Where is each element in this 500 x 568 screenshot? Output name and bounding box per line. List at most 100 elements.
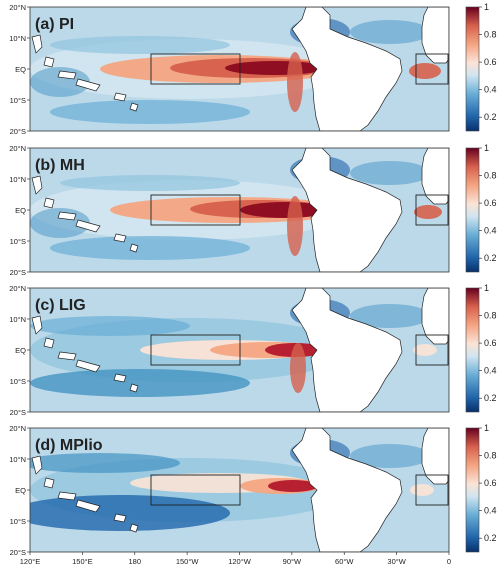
sst-contour-8 bbox=[414, 205, 442, 219]
colorbar bbox=[465, 427, 480, 553]
lat-tick-label: 20°S bbox=[10, 548, 26, 557]
colorbar bbox=[465, 287, 480, 413]
colorbar-tick-label: 0.4 bbox=[484, 506, 497, 516]
land-island-5 bbox=[113, 233, 127, 243]
panel-title: (d) MPlio bbox=[35, 437, 103, 454]
land-mask bbox=[31, 428, 449, 552]
sst-contour-3 bbox=[30, 316, 190, 336]
land-island-3 bbox=[57, 70, 77, 80]
colorbar-tick-label: 0.8 bbox=[484, 311, 497, 321]
sst-contour-7 bbox=[290, 343, 306, 393]
land-africa bbox=[421, 428, 449, 485]
sst-contour-6 bbox=[268, 480, 318, 492]
lat-tick-label: EQ bbox=[15, 206, 26, 215]
nino-box bbox=[150, 53, 241, 85]
sst-contour-7 bbox=[287, 52, 303, 112]
land-island-3 bbox=[57, 491, 77, 501]
land-island-2 bbox=[43, 56, 55, 68]
sst-contour-9 bbox=[350, 444, 430, 468]
lon-tick-label: 120°E bbox=[20, 557, 41, 566]
land-south-america bbox=[291, 288, 403, 412]
colorbar-tick-label: 0.6 bbox=[484, 478, 497, 488]
sst-contour-2 bbox=[30, 369, 250, 397]
colorbar bbox=[465, 6, 480, 132]
land-africa bbox=[421, 288, 449, 345]
sst-field bbox=[30, 7, 449, 131]
land-island-3 bbox=[57, 211, 77, 221]
colorbar-tick-label: 0.6 bbox=[484, 198, 497, 208]
land-island-4 bbox=[75, 219, 101, 233]
map-panel-1: 20°N 10°N EQ 10°S 20°S (a) PI 0.2 0.4 0.6 0.8 1 bbox=[9, 2, 496, 136]
sst-contour-3 bbox=[60, 175, 240, 191]
colorbar-tick-label: 0.4 bbox=[484, 226, 497, 236]
colorbar-tick-label: 0.8 bbox=[484, 30, 497, 40]
land-mask bbox=[31, 288, 449, 412]
colorbar-tick-label: 0.2 bbox=[484, 253, 497, 263]
land-south-america bbox=[291, 7, 403, 131]
land-island-5 bbox=[113, 92, 127, 102]
land-island-1 bbox=[31, 175, 43, 195]
land-island-1 bbox=[31, 315, 43, 335]
land-island-2 bbox=[43, 197, 55, 209]
panel-title: (c) LIG bbox=[35, 297, 86, 314]
colorbar-tick-label: 0.2 bbox=[484, 112, 497, 122]
sst-contour-2 bbox=[50, 100, 250, 124]
colorbar-tick-label: 1 bbox=[484, 143, 489, 153]
land-africa bbox=[421, 7, 449, 64]
sst-contour-6 bbox=[240, 202, 330, 218]
nino-box bbox=[150, 194, 241, 226]
lon-tick-label: 90°W bbox=[283, 557, 302, 566]
colorbar-tick-label: 0.2 bbox=[484, 533, 497, 543]
colorbar-tick-label: 1 bbox=[484, 283, 489, 293]
colorbar-tick-label: 0.2 bbox=[484, 393, 497, 403]
lat-tick-label: 10°S bbox=[10, 517, 26, 526]
lon-tick-label: 150°E bbox=[72, 557, 93, 566]
sst-contour-10 bbox=[350, 20, 430, 44]
atlantic-box bbox=[415, 334, 449, 366]
lat-tick-label: 20°N bbox=[9, 424, 26, 433]
panel-title: (b) MH bbox=[35, 157, 85, 174]
map-panel-3: 20°N 10°N EQ 10°S 20°S (c) LIG 0.2 0.4 0.6 0.8 1 bbox=[9, 283, 496, 417]
lat-tick-label: EQ bbox=[15, 486, 26, 495]
map-panel-2: 20°N 10°N EQ 10°S 20°S (b) MH 0.2 0.4 0.6 0.8 1 bbox=[9, 143, 496, 277]
sst-contour-7 bbox=[287, 196, 303, 256]
land-island-2 bbox=[43, 477, 55, 489]
land-island-2 bbox=[43, 337, 55, 349]
land-island-5 bbox=[113, 513, 127, 523]
land-island-6 bbox=[129, 383, 139, 393]
colorbar-tick-label: 0.8 bbox=[484, 451, 497, 461]
land-south-america bbox=[291, 428, 403, 552]
panel-title: (a) PI bbox=[35, 16, 74, 33]
atlantic-box bbox=[415, 53, 449, 85]
sst-contour-8 bbox=[413, 344, 437, 356]
land-island-4 bbox=[75, 499, 101, 513]
lat-tick-label: EQ bbox=[15, 346, 26, 355]
lat-tick-label: 10°N bbox=[9, 175, 26, 184]
colorbar-tick-label: 0.8 bbox=[484, 171, 497, 181]
lon-tick-label: 30°W bbox=[387, 557, 406, 566]
lat-tick-label: 10°N bbox=[9, 34, 26, 43]
land-island-6 bbox=[129, 243, 139, 253]
lat-tick-label: 10°S bbox=[10, 237, 26, 246]
colorbar-tick-label: 0.6 bbox=[484, 57, 497, 67]
sst-contour-7 bbox=[410, 484, 434, 496]
colorbar-tick-label: 0.4 bbox=[484, 366, 497, 376]
lon-tick-label: 0 bbox=[447, 557, 451, 566]
lon-tick-label: 150°W bbox=[176, 557, 200, 566]
sst-contour-8 bbox=[409, 63, 441, 79]
lat-tick-label: 20°S bbox=[10, 268, 26, 277]
sst-contour-2 bbox=[50, 236, 250, 260]
lat-tick-label: 20°N bbox=[9, 284, 26, 293]
land-island-3 bbox=[57, 351, 77, 361]
atlantic-box bbox=[415, 474, 449, 506]
land-south-america bbox=[291, 148, 403, 272]
nino-box bbox=[150, 334, 241, 366]
land-mask bbox=[31, 148, 449, 272]
lat-tick-label: EQ bbox=[15, 65, 26, 74]
land-island-4 bbox=[75, 359, 101, 373]
map-panel-4: 20°N 10°N EQ 10°S 20°S (d) MPlio 0.2 0.4 0.6 0.8 1 bbox=[9, 423, 496, 557]
sst-field bbox=[30, 148, 449, 272]
lat-tick-label: 20°N bbox=[9, 144, 26, 153]
land-island-6 bbox=[129, 523, 139, 533]
